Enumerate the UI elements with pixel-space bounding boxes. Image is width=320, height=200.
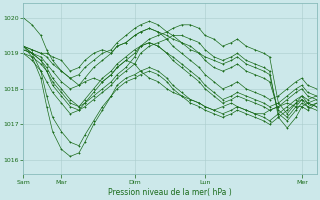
X-axis label: Pression niveau de la mer( hPa ): Pression niveau de la mer( hPa ) — [108, 188, 232, 197]
